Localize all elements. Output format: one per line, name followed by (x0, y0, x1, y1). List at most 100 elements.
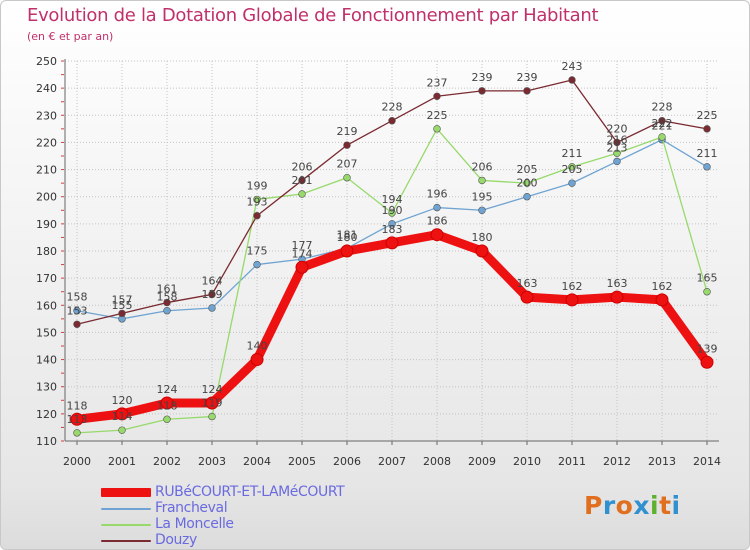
data-point (250, 353, 264, 367)
data-point (253, 212, 261, 220)
data-point (475, 244, 489, 258)
data-label: 207 (337, 158, 358, 171)
x-tick-label: 2014 (693, 455, 721, 468)
data-label: 205 (517, 163, 538, 176)
data-label: 228 (382, 101, 403, 114)
data-point (205, 396, 219, 410)
data-label: 222 (652, 117, 673, 130)
x-tick-label: 2010 (513, 455, 541, 468)
data-label: 190 (382, 204, 403, 217)
data-label: 118 (157, 399, 178, 412)
data-point (115, 407, 129, 421)
data-label: 153 (67, 304, 88, 317)
data-point (253, 260, 261, 269)
data-label: 161 (157, 283, 178, 296)
y-tick-label: 240 (36, 82, 57, 95)
data-point (295, 260, 309, 274)
x-tick-label: 2013 (648, 455, 676, 468)
x-tick-label: 2005 (288, 455, 316, 468)
data-point (433, 125, 441, 133)
data-label: 158 (157, 291, 178, 304)
data-label: 225 (697, 109, 718, 122)
data-point (478, 176, 486, 185)
legend-swatch (101, 524, 151, 526)
data-label: 193 (247, 196, 268, 209)
y-tick-label: 110 (36, 435, 57, 448)
data-label: 221 (652, 120, 673, 133)
legend-label: Douzy (155, 532, 197, 548)
data-label: 164 (202, 274, 223, 287)
x-tick-label: 2012 (603, 455, 631, 468)
data-label: 213 (607, 141, 628, 154)
data-point (343, 174, 351, 182)
data-point (658, 117, 666, 125)
data-point (340, 244, 354, 258)
data-label: 201 (292, 174, 313, 187)
data-label: 162 (562, 280, 583, 293)
y-tick-label: 150 (36, 326, 57, 339)
logo-letter: x (633, 491, 650, 520)
data-label: 174 (292, 247, 313, 260)
data-label: 180 (337, 231, 358, 244)
data-label: 220 (607, 122, 628, 135)
y-tick-label: 160 (36, 299, 57, 312)
y-tick-label: 140 (36, 354, 57, 367)
data-label: 196 (427, 188, 448, 201)
data-point (433, 203, 441, 212)
logo-letter: t (659, 491, 672, 520)
data-label: 211 (562, 147, 583, 160)
data-point (655, 293, 669, 307)
x-tick-label: 2009 (468, 455, 496, 468)
data-label: 139 (697, 342, 718, 355)
proxiti-logo: Proxiti (584, 491, 681, 520)
data-label: 140 (247, 340, 268, 353)
data-label: 163 (517, 277, 538, 290)
data-point (70, 412, 84, 426)
data-point (478, 87, 486, 95)
data-label: 211 (697, 147, 718, 160)
data-label: 118 (67, 399, 88, 412)
legend-swatch (101, 488, 151, 497)
data-label: 181 (337, 228, 358, 241)
y-tick-label: 230 (36, 109, 57, 122)
data-label: 183 (382, 223, 403, 236)
data-point (343, 141, 351, 149)
data-point (610, 290, 624, 304)
data-point (118, 426, 126, 434)
data-label: 199 (247, 179, 268, 192)
data-label: 177 (292, 239, 313, 252)
x-tick-label: 2004 (243, 455, 271, 468)
data-point (613, 149, 621, 157)
data-label: 239 (517, 71, 538, 84)
x-tick-label: 2006 (333, 455, 361, 468)
data-label: 124 (202, 383, 223, 396)
data-point (523, 179, 531, 187)
data-point (703, 125, 711, 133)
x-tick-label: 2011 (558, 455, 586, 468)
legend-label: Francheval (155, 500, 228, 516)
data-label: 186 (427, 215, 448, 228)
legend-label: La Moncelle (155, 516, 234, 532)
data-label: 165 (697, 272, 718, 285)
data-point (433, 92, 441, 100)
data-label: 239 (472, 71, 493, 84)
x-tick-label: 2001 (108, 455, 136, 468)
data-point (73, 307, 81, 315)
data-label: 163 (607, 277, 628, 290)
data-point (658, 133, 666, 141)
legend-swatch (101, 540, 151, 542)
data-point (385, 236, 399, 250)
data-point (565, 293, 579, 307)
y-tick-label: 130 (36, 381, 57, 394)
data-point (208, 290, 216, 299)
data-label: 237 (427, 76, 448, 89)
data-label: 175 (247, 245, 268, 258)
data-label: 206 (472, 160, 493, 173)
data-point (520, 290, 534, 304)
x-tick-label: 2000 (63, 455, 91, 468)
data-point (208, 412, 216, 421)
data-point (568, 76, 576, 84)
x-tick-label: 2003 (198, 455, 226, 468)
y-tick-label: 210 (36, 164, 57, 177)
